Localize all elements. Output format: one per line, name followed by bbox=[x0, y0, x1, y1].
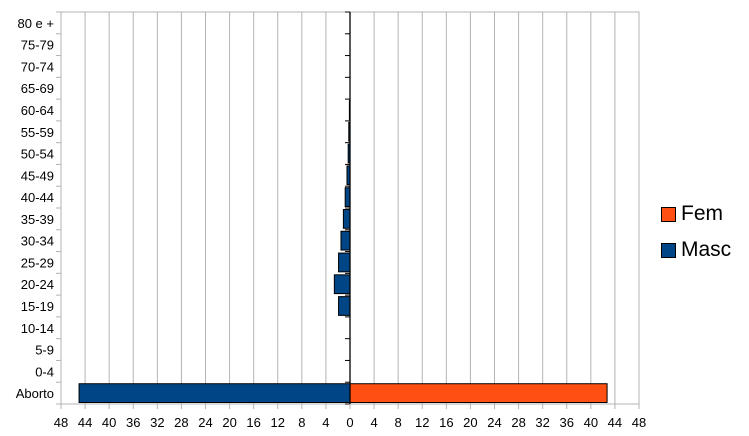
bar-masc bbox=[333, 274, 351, 295]
x-tick-label: 48 bbox=[632, 415, 646, 430]
y-tick-label: Aborto bbox=[16, 386, 54, 401]
legend-item-masc: Masc bbox=[661, 232, 731, 268]
y-tick-label: 35-39 bbox=[21, 212, 54, 227]
x-tick-label: 28 bbox=[174, 415, 188, 430]
x-tick-label: 8 bbox=[395, 415, 402, 430]
legend-label-masc: Masc bbox=[681, 238, 732, 261]
x-tick-label: 36 bbox=[126, 415, 140, 430]
y-tick-label: 60-64 bbox=[21, 103, 54, 118]
y-tick-label: 5-9 bbox=[35, 343, 54, 358]
x-tick-label: 20 bbox=[222, 415, 236, 430]
legend-item-fem: Fem bbox=[661, 196, 731, 232]
bar-masc bbox=[78, 383, 351, 404]
legend: Fem Masc bbox=[661, 196, 731, 268]
x-tick-label: 40 bbox=[584, 415, 598, 430]
x-tick-label: 16 bbox=[246, 415, 260, 430]
x-tick-label: 0 bbox=[346, 415, 353, 430]
y-tick-label: 65-69 bbox=[21, 81, 54, 96]
x-tick-label: 44 bbox=[608, 415, 622, 430]
bar-fem bbox=[349, 383, 608, 404]
bar-masc bbox=[344, 187, 351, 208]
y-tick-label: 80 e + bbox=[17, 16, 54, 31]
x-tick-label: 8 bbox=[298, 415, 305, 430]
y-tick-label: 15-19 bbox=[21, 299, 54, 314]
x-tick-label: 36 bbox=[560, 415, 574, 430]
bar-masc bbox=[340, 230, 351, 251]
x-tick-label: 24 bbox=[487, 415, 501, 430]
y-tick-label: 70-74 bbox=[21, 59, 54, 74]
x-tick-label: 12 bbox=[271, 415, 285, 430]
x-tick-label: 48 bbox=[54, 415, 68, 430]
x-tick-label: 28 bbox=[511, 415, 525, 430]
y-tick-label: 25-29 bbox=[21, 255, 54, 270]
y-tick-label: 20-24 bbox=[21, 277, 54, 292]
x-tick-label: 32 bbox=[150, 415, 164, 430]
y-tick-label: 55-59 bbox=[21, 125, 54, 140]
bar-masc bbox=[342, 209, 351, 229]
bar-masc bbox=[338, 296, 351, 316]
y-tick-label: 50-54 bbox=[21, 147, 54, 162]
x-tick-label: 20 bbox=[463, 415, 477, 430]
x-tick-label: 32 bbox=[535, 415, 549, 430]
x-tick-label: 12 bbox=[415, 415, 429, 430]
y-tick-label: 45-49 bbox=[21, 168, 54, 183]
legend-label-fem: Fem bbox=[681, 202, 723, 225]
legend-swatch-masc bbox=[661, 242, 676, 258]
x-tick-label: 44 bbox=[78, 415, 92, 430]
y-tick-label: 10-14 bbox=[21, 321, 54, 336]
x-tick-label: 4 bbox=[322, 415, 329, 430]
bar-masc bbox=[338, 252, 351, 273]
legend-swatch-fem bbox=[661, 206, 676, 222]
y-tick-label: 75-79 bbox=[21, 38, 54, 53]
y-tick-label: 0-4 bbox=[35, 364, 54, 379]
x-tick-label: 4 bbox=[370, 415, 377, 430]
y-tick-label: 40-44 bbox=[21, 190, 54, 205]
x-tick-label: 40 bbox=[102, 415, 116, 430]
y-tick-label: 30-34 bbox=[21, 234, 54, 249]
x-tick-label: 16 bbox=[439, 415, 453, 430]
x-tick-label: 24 bbox=[198, 415, 212, 430]
